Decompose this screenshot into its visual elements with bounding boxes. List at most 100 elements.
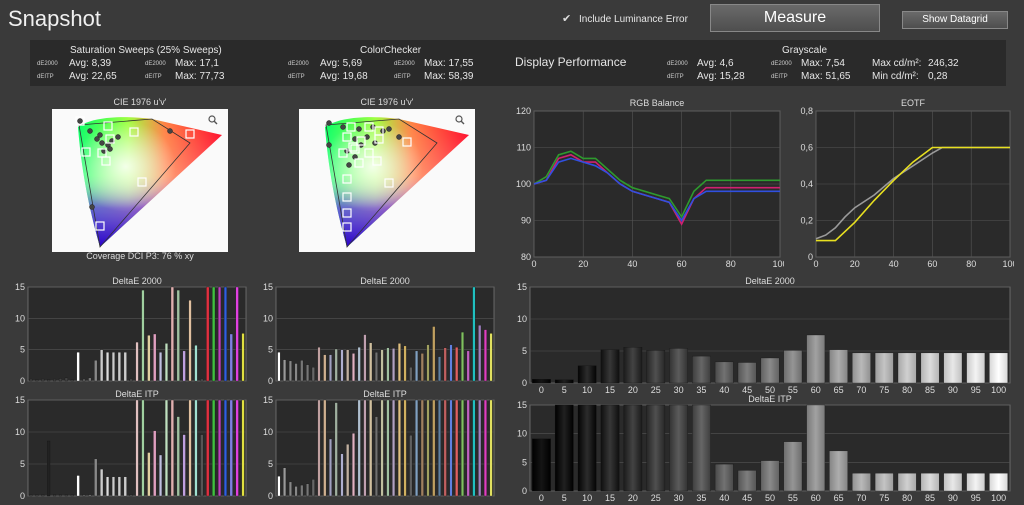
bar — [141, 399, 145, 497]
x-tick-label: 85 — [925, 493, 935, 503]
cie-target-point — [340, 124, 346, 130]
cie-title-1: CIE 1976 u'v' — [113, 97, 167, 107]
bar — [170, 286, 174, 382]
x-tick-label: 95 — [971, 493, 981, 503]
bar — [989, 473, 1008, 492]
bar — [363, 399, 367, 497]
series-line — [533, 157, 780, 223]
x-tick-label: 35 — [696, 493, 706, 503]
bar — [340, 349, 344, 382]
bar — [41, 494, 45, 497]
bar — [229, 333, 233, 382]
bar — [206, 399, 210, 497]
bar — [483, 329, 487, 382]
bar — [692, 355, 711, 384]
bar — [363, 334, 367, 382]
y-tick-label: 5 — [20, 345, 25, 355]
sat-avg2000: Avg: 8,39 — [69, 58, 112, 69]
cc-avgitp: Avg: 19,68 — [320, 71, 368, 82]
cie-target-point — [396, 134, 402, 140]
cc-de2000-chart: DeltaE 2000 0 5 10 15 — [263, 276, 495, 385]
bar — [200, 378, 204, 382]
x-tick-label: 40 — [719, 385, 729, 395]
bar — [47, 379, 51, 382]
bar — [200, 434, 204, 497]
bar — [100, 349, 104, 382]
bar — [966, 473, 986, 492]
cie-measured-square — [105, 134, 115, 144]
bar — [432, 326, 436, 382]
bar — [58, 494, 62, 497]
bar — [455, 399, 459, 497]
bar — [874, 473, 894, 492]
show-datagrid-button[interactable]: Show Datagrid — [902, 11, 1008, 29]
bar — [874, 352, 894, 384]
bar — [58, 378, 62, 382]
x-tick-label: 45 — [742, 493, 752, 503]
y-tick-label: 0 — [268, 376, 273, 385]
cc-deitp-label-2: dEITP — [394, 74, 411, 80]
bar — [300, 360, 304, 382]
bar — [600, 349, 620, 384]
cie-diagram-2[interactable] — [299, 109, 475, 267]
bar — [35, 379, 39, 382]
magnifier-icon — [455, 115, 465, 125]
x-tick-label: 55 — [788, 385, 798, 395]
bar — [29, 378, 33, 382]
bar — [147, 452, 151, 497]
gs-de2000-label-2: dE2000 — [771, 61, 792, 67]
bar — [147, 335, 151, 382]
bar — [829, 349, 848, 384]
cie-target-point — [107, 146, 113, 152]
x-tick-label: 20 — [628, 493, 638, 503]
bar — [386, 399, 390, 497]
series-line — [816, 146, 1010, 242]
bar — [478, 399, 482, 497]
bar — [461, 399, 464, 497]
cie-target-point — [356, 126, 362, 132]
y-tick-label: 10 — [263, 313, 273, 323]
bar — [760, 357, 780, 384]
bar — [64, 377, 68, 382]
cie-measured-square — [356, 136, 366, 146]
measure-button[interactable]: Measure — [710, 4, 880, 32]
bar — [164, 343, 168, 382]
bar — [392, 399, 396, 497]
bar — [182, 434, 186, 497]
bar — [374, 352, 378, 382]
sat-sweeps-title: Saturation Sweeps (25% Sweeps) — [70, 45, 222, 56]
x-tick-label: 50 — [765, 385, 775, 395]
bar — [41, 378, 45, 382]
checkmark-icon: ✔ — [562, 13, 572, 25]
y-tick-label: 100 — [516, 179, 531, 189]
cie-gamut-triangle — [325, 118, 438, 248]
bar — [646, 404, 666, 492]
magnifier-icon — [208, 115, 218, 125]
colorchecker-title: ColorChecker — [360, 45, 422, 56]
bar — [306, 483, 310, 497]
bar — [415, 350, 419, 382]
bar — [188, 399, 192, 497]
include-luminance-checkbox[interactable]: ✔ Include Luminance Error — [562, 13, 688, 26]
cc-maxitp: Max: 58,39 — [424, 71, 474, 82]
include-luminance-label: Include Luminance Error — [579, 14, 688, 25]
bar — [159, 454, 163, 497]
bar — [966, 352, 986, 384]
x-tick-label: 80 — [902, 493, 912, 503]
bar — [277, 476, 281, 497]
cie-panel-1: CIE 1976 u'v' — [52, 97, 228, 267]
gs-de2000-label: dE2000 — [667, 61, 688, 67]
y-tick-label: 0,6 — [800, 143, 813, 153]
cie-diagram-1[interactable] — [52, 109, 228, 267]
bar — [577, 404, 597, 492]
cie-target-point — [346, 162, 352, 168]
x-tick-label: 0 — [531, 259, 536, 269]
bar — [380, 349, 384, 382]
bar — [409, 367, 413, 382]
bar — [392, 348, 396, 382]
bar — [623, 404, 643, 492]
bar — [106, 352, 110, 382]
bar — [164, 399, 168, 497]
bar — [455, 347, 459, 382]
page-title: Snapshot — [8, 6, 101, 31]
